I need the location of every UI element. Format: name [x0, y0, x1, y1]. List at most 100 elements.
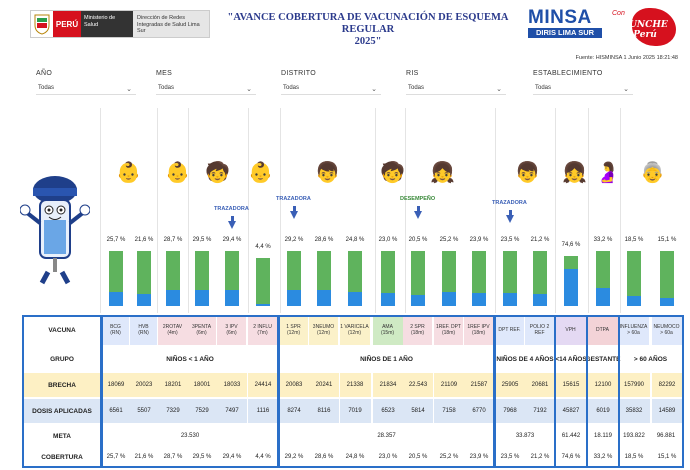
filter-mes-value: Todas	[158, 85, 175, 91]
filter-mes: MES Todas ⌄	[156, 70, 256, 95]
down-arrow-head	[228, 221, 236, 229]
marker-label: TRAZADORA	[276, 196, 311, 202]
group-border	[586, 315, 620, 468]
coverage-bar-applied	[472, 293, 486, 306]
peru-ministry-logo: PERÚ Ministerio de Salud Dirección de Re…	[30, 10, 210, 38]
vaccine-name: 3NEUMO	[312, 324, 335, 330]
group-label: NIÑOS DE 4 AÑOS	[496, 355, 554, 363]
vaccine-mascot-icon	[19, 168, 91, 288]
dosis-cell: 8274	[279, 399, 309, 423]
filter-ris: RIS Todas ⌄	[406, 70, 506, 95]
filter-distrito: DISTRITO Todas ⌄	[281, 70, 381, 95]
coverage-percent-label: 24,8 %	[345, 237, 365, 243]
vaccine-name: 1 VARICELA	[340, 324, 369, 330]
coverage-bar-applied	[225, 290, 239, 306]
coverage-bar-applied	[503, 293, 517, 306]
baby-icon: 👶	[165, 162, 190, 184]
coverage-bar-applied	[348, 292, 362, 306]
peru-shield-icon	[31, 11, 53, 37]
brecha-cell: 20083	[279, 373, 309, 397]
baby-girl-icon: 🧒	[205, 162, 230, 184]
filter-mes-dropdown[interactable]: Todas ⌄	[156, 85, 256, 95]
vaccine-age: (RN)	[138, 330, 149, 336]
vaccine-name-cell: BCG (RN)	[102, 315, 130, 345]
coverage-bar-applied	[596, 288, 610, 306]
vaccine-name-cell: INFLUENZA > 60a	[618, 315, 650, 345]
coverage-bar-applied	[564, 269, 578, 306]
row-header-meta: META	[53, 432, 71, 440]
coverage-bar-applied	[381, 293, 395, 306]
filter-ris-label: RIS	[406, 70, 419, 77]
illustration-panel	[588, 108, 620, 313]
vaccine-name: NEUMOCO	[653, 324, 680, 330]
dosis-cell: 1116	[248, 399, 278, 423]
vaccine-name: INFLUENZA	[619, 324, 648, 330]
vaccine-age: (12m)	[347, 330, 362, 336]
con-punche-peru-logo: Con PUNCHE Perú	[608, 8, 682, 46]
group-border	[494, 315, 556, 468]
group-border	[617, 315, 684, 468]
vaccine-name: AMA	[382, 324, 393, 330]
row-header-border	[22, 315, 102, 468]
chevron-down-icon: ⌄	[126, 86, 132, 93]
cobertura-cell: 21,6 %	[134, 453, 154, 460]
filter-ris-dropdown[interactable]: Todas ⌄	[406, 85, 506, 95]
vaccine-age: (6m)	[226, 330, 237, 336]
cobertura-cell: 74,6 %	[561, 453, 581, 460]
dosis-cell: 7329	[158, 399, 188, 423]
vaccine-name: 3PENTA	[191, 324, 212, 330]
row-header-cobertura: COBERTURA	[41, 453, 83, 461]
dosis-cell: 5507	[130, 399, 158, 423]
toddler-icon: 👶	[248, 162, 273, 184]
cobertura-cell: 29,4 %	[222, 453, 242, 460]
brecha-cell: 18201	[158, 373, 188, 397]
coverage-bar-goal	[381, 251, 395, 293]
chevron-down-icon: ⌄	[623, 86, 629, 93]
coverage-bar-goal	[627, 251, 641, 296]
coverage-bar-goal	[137, 251, 151, 294]
teen-girl-icon: 👧	[562, 162, 587, 184]
brecha-cell: 22.543	[403, 373, 433, 397]
coverage-percent-label: 74,6 %	[561, 242, 581, 248]
cobertura-cell: 15,1 %	[657, 453, 677, 460]
vaccine-name-cell: 2 INFLU (7m)	[248, 315, 278, 345]
cobertura-cell: 23,9 %	[469, 453, 489, 460]
row-header-brecha: BRECHA	[22, 373, 102, 397]
dosis-cell: 6770	[464, 399, 494, 423]
coverage-percent-label: 29,2 %	[284, 237, 304, 243]
coverage-percent-label: 25,7 %	[106, 237, 126, 243]
title-line-2: 2025"	[354, 36, 382, 47]
data-source-note: Fuente: HISMINSA 1 Junio 2025 18:21:48	[575, 55, 678, 61]
filter-bar: AÑO Todas ⌄ MES Todas ⌄ DISTRITO Todas ⌄…	[36, 70, 656, 100]
group-border	[101, 315, 279, 468]
coverage-bar-applied	[256, 304, 270, 306]
dosis-cell: 7968	[495, 399, 525, 423]
coverage-percent-label: 4,4 %	[255, 244, 271, 250]
filter-distrito-value: Todas	[283, 85, 300, 91]
group-label: GESTANTE	[585, 355, 621, 363]
coverage-bar-goal	[564, 256, 578, 269]
coverage-percent-label: 15,1 %	[657, 237, 677, 243]
down-arrow-icon	[417, 206, 420, 211]
filter-ris-value: Todas	[408, 85, 425, 91]
chevron-down-icon: ⌄	[246, 86, 252, 93]
vaccine-name: 2 SPR	[410, 324, 425, 330]
down-arrow-head	[290, 211, 298, 219]
vaccine-name: DTPA	[596, 327, 609, 333]
coverage-visual-panel: 👶 👶 🧒 👶 👦 🧒 👧 👦 👧 🤰 👵 25,7 % 21,6 % 28,7 % 29,5 % 29,4 …	[0, 108, 690, 313]
coverage-bar-goal	[109, 251, 123, 292]
meta-cell: 61.442	[561, 432, 581, 439]
vaccine-name-cell: 3NEUMO (12m)	[309, 315, 339, 345]
vaccine-name-cell: 1 VARICELA (12m)	[339, 315, 371, 345]
group-border	[554, 315, 588, 468]
coverage-bar-goal	[503, 251, 517, 293]
brecha-cell: 21587	[464, 373, 494, 397]
filter-establecimiento-dropdown[interactable]: Todas ⌄	[533, 85, 633, 95]
coverage-bar-goal	[411, 251, 425, 295]
illustration-panel	[495, 108, 555, 313]
cobertura-cell: 20,5 %	[408, 453, 428, 460]
coverage-bar-goal	[596, 251, 610, 288]
coverage-percent-label: 23,0 %	[378, 237, 398, 243]
filter-anio-dropdown[interactable]: Todas ⌄	[36, 85, 136, 95]
filter-distrito-dropdown[interactable]: Todas ⌄	[281, 85, 381, 95]
